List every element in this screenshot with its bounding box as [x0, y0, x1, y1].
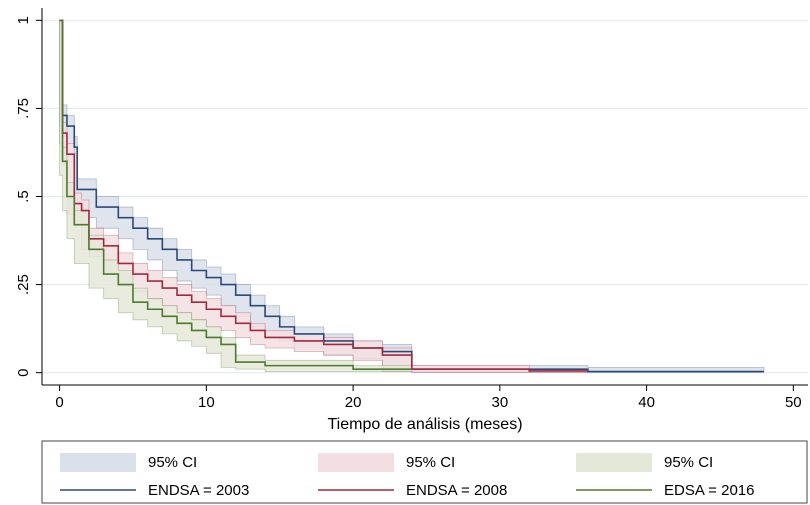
legend-label: EDSA = 2016	[664, 482, 754, 499]
y-tick-label: .25	[15, 274, 32, 295]
survival-line	[59, 19, 412, 370]
legend-box	[41, 440, 808, 504]
y-tick-label: 1	[15, 16, 32, 24]
x-tick-label: 30	[491, 394, 508, 411]
legend-ci-label: 95% CI	[148, 454, 197, 471]
legend-ci-swatch	[318, 453, 394, 472]
legend-ci-swatch	[576, 453, 652, 472]
x-tick-label: 10	[198, 394, 215, 411]
y-tick-label: .5	[15, 190, 32, 203]
legend-ci-label: 95% CI	[406, 454, 455, 471]
x-tick-label: 40	[638, 394, 655, 411]
legend-ci-label: 95% CI	[664, 454, 713, 471]
legend-label: ENDSA = 2008	[406, 482, 507, 499]
y-tick-label: .75	[15, 98, 32, 119]
survival-line	[59, 19, 588, 372]
x-tick-label: 50	[785, 394, 802, 411]
x-tick-label: 0	[55, 394, 63, 411]
survival-line	[59, 19, 764, 373]
y-tick-label: 0	[15, 368, 32, 376]
x-tick-label: 20	[345, 394, 362, 411]
legend-label: ENDSA = 2003	[148, 482, 249, 499]
x-axis-title: Tiempo de análisis (meses)	[327, 416, 522, 433]
legend-ci-swatch	[60, 453, 136, 472]
